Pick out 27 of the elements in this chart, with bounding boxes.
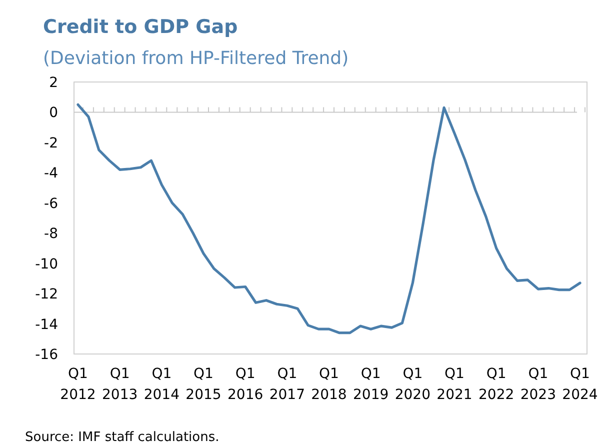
x-tick-label: Q1 2018: [311, 366, 347, 403]
y-tick-label: -2: [44, 135, 58, 152]
y-tick-label: -14: [35, 316, 58, 333]
x-tick-label: Q1 2020: [394, 366, 430, 403]
x-tick-label: Q1 2012: [60, 366, 96, 403]
x-tick-label: Q1 2017: [269, 366, 305, 403]
x-tick-label: Q1 2021: [436, 366, 472, 403]
y-tick-label: -8: [44, 226, 58, 242]
x-tick-label: Q1 2023: [520, 366, 556, 403]
x-tick-label: Q1 2016: [228, 366, 264, 403]
y-tick-label: -4: [44, 166, 58, 182]
line-series: [76, 103, 582, 334]
y-tick-label: -6: [44, 196, 58, 212]
x-tick-label: Q1 2015: [186, 366, 222, 403]
x-tick-label: Q1 2019: [353, 366, 389, 403]
chart-title: Credit to GDP Gap: [43, 16, 238, 38]
y-tick-label: -12: [35, 286, 58, 303]
x-tick-label: Q1 2014: [144, 366, 180, 403]
x-tick-label: Q1 2013: [102, 366, 138, 403]
y-tick-label: 0: [49, 105, 58, 122]
y-tick-label: 2: [49, 75, 58, 91]
y-tick-label: -10: [35, 256, 58, 272]
chart-subtitle: (Deviation from HP-Filtered Trend): [43, 48, 349, 69]
x-tick-label: Q1 2024: [562, 366, 598, 403]
source-note: Source: IMF staff calculations.: [25, 430, 220, 445]
x-tick-label: Q1 2022: [478, 366, 514, 403]
y-tick-label: -16: [35, 347, 58, 363]
